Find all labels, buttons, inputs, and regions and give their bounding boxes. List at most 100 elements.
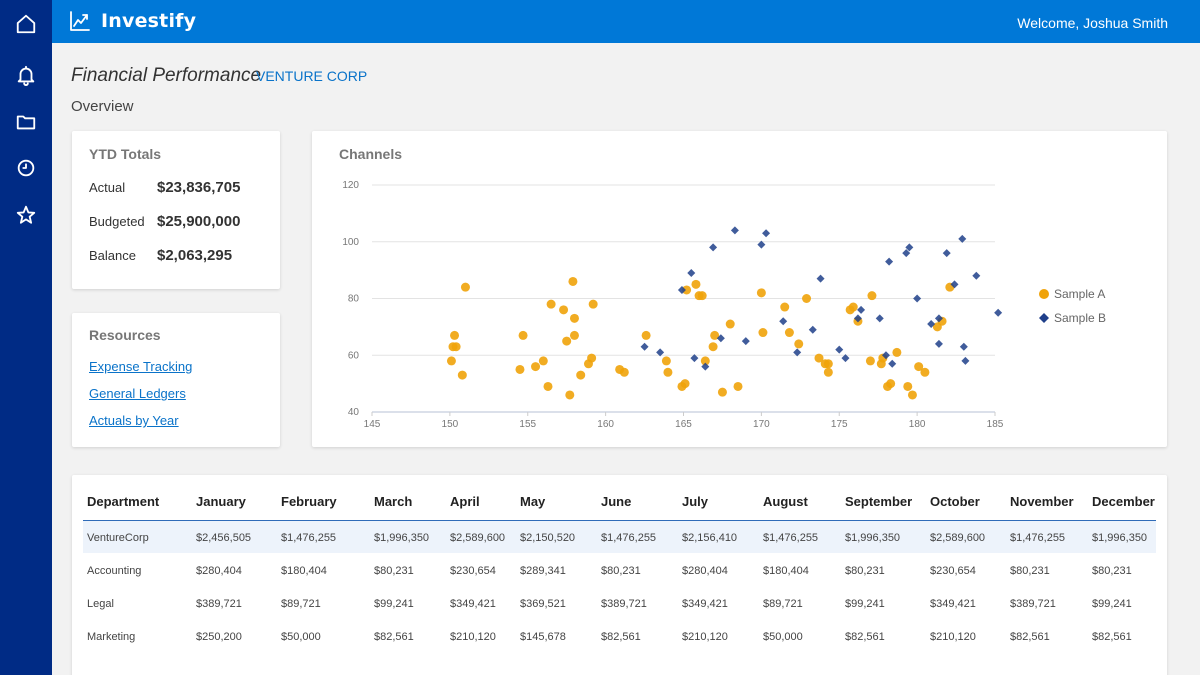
welcome-message[interactable]: Welcome, Joshua Smith bbox=[1017, 15, 1168, 31]
data-point-sample-a bbox=[515, 364, 525, 374]
home-icon bbox=[16, 14, 36, 34]
data-point-sample-b bbox=[994, 308, 1003, 317]
sidebar-item-home[interactable] bbox=[0, 4, 52, 44]
data-point-sample-b bbox=[762, 229, 771, 238]
link-actuals-by-year[interactable]: Actuals by Year bbox=[89, 413, 179, 428]
legend-label-sample-b: Sample B bbox=[1054, 311, 1106, 325]
column-header[interactable]: June bbox=[601, 494, 632, 509]
column-header[interactable]: July bbox=[682, 494, 709, 509]
table-cell: $2,150,520 bbox=[520, 532, 576, 544]
sidebar-item-history[interactable] bbox=[0, 148, 52, 188]
data-point-sample-a bbox=[661, 356, 671, 366]
ytd-label: Budgeted bbox=[89, 214, 145, 229]
column-header[interactable]: February bbox=[281, 494, 337, 509]
data-point-sample-a bbox=[733, 381, 743, 391]
data-point-sample-a bbox=[848, 302, 858, 312]
data-point-sample-b bbox=[972, 271, 981, 280]
legend-marker-sample-a bbox=[1039, 289, 1049, 299]
y-tick-label: 80 bbox=[348, 294, 360, 305]
data-point-sample-a bbox=[682, 285, 692, 295]
table-cell: $80,231 bbox=[1092, 565, 1132, 577]
y-tick-label: 100 bbox=[342, 237, 359, 248]
brand[interactable]: Investify bbox=[68, 9, 196, 33]
table-cell: $1,476,255 bbox=[601, 532, 657, 544]
company-link[interactable]: VENTURE CORP bbox=[256, 68, 368, 84]
sidebar-item-favorites[interactable] bbox=[0, 195, 52, 235]
column-header[interactable]: September bbox=[845, 494, 913, 509]
column-header[interactable]: March bbox=[374, 494, 413, 509]
data-point-sample-b bbox=[942, 249, 951, 258]
table-cell: $80,231 bbox=[374, 565, 414, 577]
table-cell: $2,589,600 bbox=[930, 532, 986, 544]
data-point-sample-b bbox=[640, 342, 649, 351]
data-point-sample-a bbox=[569, 313, 579, 323]
data-point-sample-b bbox=[857, 305, 866, 314]
data-point-sample-a bbox=[538, 356, 548, 366]
table-row-highlight bbox=[83, 521, 1156, 553]
ytd-row-actual: Actual $23,836,705 bbox=[89, 179, 274, 196]
data-point-sample-a bbox=[559, 305, 569, 315]
table-cell: $82,561 bbox=[1092, 631, 1132, 643]
table-row-label: Marketing bbox=[87, 631, 136, 643]
page-title: Financial Performance bbox=[71, 65, 262, 86]
column-header[interactable]: May bbox=[520, 494, 546, 509]
data-point-sample-b bbox=[950, 280, 959, 289]
link-general-ledgers[interactable]: General Ledgers bbox=[89, 386, 186, 401]
data-point-sample-b bbox=[677, 285, 686, 294]
star-icon bbox=[16, 205, 36, 224]
data-point-sample-a bbox=[717, 387, 727, 397]
data-point-sample-a bbox=[518, 330, 528, 340]
table-cell: $280,404 bbox=[196, 565, 242, 577]
data-point-sample-b bbox=[716, 334, 725, 343]
column-header[interactable]: January bbox=[196, 494, 246, 509]
data-point-sample-b bbox=[959, 342, 968, 351]
y-tick-label: 120 bbox=[342, 180, 359, 191]
y-tick-label: 60 bbox=[348, 350, 360, 361]
channels-card: 40 60 80 100 120 145 150 155 160 165 170 175 180 185 S… bbox=[312, 131, 1167, 447]
data-point-sample-b bbox=[701, 362, 710, 371]
table-cell: $99,241 bbox=[374, 598, 414, 610]
x-tick-label: 160 bbox=[597, 419, 614, 430]
y-tick-label: 40 bbox=[348, 407, 360, 418]
table-cell: $82,561 bbox=[374, 631, 414, 643]
data-point-sample-a bbox=[725, 319, 735, 329]
table-cell: $389,721 bbox=[1010, 598, 1056, 610]
data-point-sample-b bbox=[934, 339, 943, 348]
sidebar-item-files[interactable] bbox=[0, 102, 52, 142]
data-point-sample-b bbox=[741, 337, 750, 346]
table-cell: $210,120 bbox=[450, 631, 496, 643]
data-point-sample-a bbox=[886, 379, 896, 389]
column-header[interactable]: August bbox=[763, 494, 808, 509]
table-cell: $1,476,255 bbox=[281, 532, 337, 544]
data-point-sample-b bbox=[841, 354, 850, 363]
data-point-sample-a bbox=[619, 367, 629, 377]
link-expense-tracking[interactable]: Expense Tracking bbox=[89, 359, 193, 374]
table-cell: $82,561 bbox=[1010, 631, 1050, 643]
table-cell: $82,561 bbox=[845, 631, 885, 643]
column-header[interactable]: October bbox=[930, 494, 980, 509]
column-header[interactable]: December bbox=[1092, 494, 1155, 509]
data-point-sample-a bbox=[691, 279, 701, 289]
chart-line-icon bbox=[70, 11, 90, 31]
table-cell: $389,721 bbox=[601, 598, 647, 610]
data-point-sample-a bbox=[457, 370, 467, 380]
column-header[interactable]: Department bbox=[87, 494, 160, 509]
data-point-sample-a bbox=[920, 367, 930, 377]
ytd-label: Balance bbox=[89, 248, 136, 263]
table-cell: $50,000 bbox=[281, 631, 321, 643]
table-cell: $1,476,255 bbox=[763, 532, 819, 544]
sidebar-item-notifications[interactable] bbox=[0, 55, 52, 95]
data-point-sample-a bbox=[451, 342, 461, 352]
table-cell: $369,521 bbox=[520, 598, 566, 610]
column-header[interactable]: April bbox=[450, 494, 480, 509]
table-cell: $99,241 bbox=[1092, 598, 1132, 610]
data-point-sample-a bbox=[794, 339, 804, 349]
data-point-sample-b bbox=[816, 274, 825, 283]
data-point-sample-a bbox=[823, 367, 833, 377]
data-point-sample-a bbox=[569, 330, 579, 340]
data-point-sample-b bbox=[888, 359, 897, 368]
data-point-sample-a bbox=[823, 359, 833, 369]
column-header[interactable]: November bbox=[1010, 494, 1074, 509]
data-point-sample-a bbox=[531, 362, 541, 372]
data-point-sample-a bbox=[680, 379, 690, 389]
